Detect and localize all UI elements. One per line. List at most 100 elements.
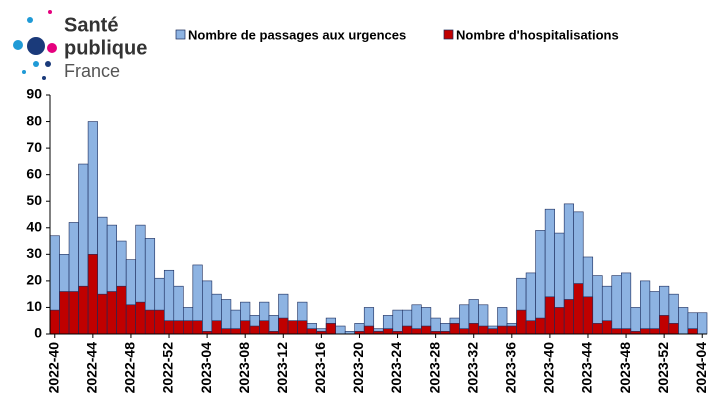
- logo-dot: [45, 61, 51, 67]
- x-tick-label: 2022-52: [160, 342, 176, 394]
- logo-dot: [47, 43, 57, 53]
- bar: [649, 291, 660, 335]
- bar: [535, 317, 546, 335]
- bar: [192, 320, 203, 335]
- bar: [211, 320, 222, 335]
- legend-swatch: [443, 29, 454, 40]
- bar: [183, 320, 194, 335]
- x-tick-label: 2023-24: [388, 342, 404, 394]
- x-tick-label: 2023-32: [464, 342, 480, 394]
- bar: [402, 325, 413, 335]
- bar: [687, 328, 698, 335]
- x-tick-label: 2023-44: [579, 342, 595, 394]
- bar: [240, 320, 251, 335]
- bar: [640, 328, 651, 335]
- bar: [335, 325, 346, 335]
- bar: [516, 309, 527, 335]
- bar: [278, 317, 289, 335]
- bar: [421, 325, 432, 335]
- y-tick-label: 60: [26, 165, 42, 181]
- legend-swatch: [175, 29, 186, 40]
- bar: [125, 304, 136, 335]
- bar: [478, 325, 489, 335]
- y-tick-label: 90: [26, 86, 42, 102]
- y-tick-label: 80: [26, 112, 42, 128]
- y-tick-label: 30: [26, 245, 42, 261]
- bar: [259, 320, 270, 335]
- bar: [221, 328, 232, 335]
- logo-text: publique: [64, 37, 147, 59]
- x-tick-label: 2023-48: [617, 342, 633, 394]
- bar: [230, 328, 241, 335]
- x-tick-label: 2022-44: [84, 342, 100, 394]
- bar: [468, 323, 479, 335]
- bar: [97, 293, 108, 335]
- logo-dot: [42, 76, 46, 80]
- bar: [249, 325, 260, 335]
- logo-dot: [27, 37, 45, 55]
- bar: [306, 328, 317, 335]
- logo-dot: [27, 17, 33, 23]
- bar: [582, 296, 594, 335]
- x-tick-label: 2022-48: [122, 342, 138, 394]
- y-tick-label: 10: [26, 298, 42, 314]
- x-tick-label: 2023-28: [426, 342, 442, 394]
- y-tick-label: 0: [34, 325, 42, 341]
- bar: [87, 254, 98, 335]
- y-tick-label: 50: [26, 192, 42, 208]
- bar: [697, 312, 708, 335]
- bar: [173, 320, 184, 335]
- bar: [668, 323, 679, 335]
- logo: Santé publique France: [13, 10, 147, 81]
- bar: [392, 309, 403, 335]
- bar: [382, 328, 394, 335]
- bar: [144, 309, 156, 335]
- bar: [487, 328, 498, 335]
- bar: [287, 320, 298, 335]
- y-tick-label: 40: [26, 218, 42, 234]
- bar: [363, 325, 375, 335]
- bar: [525, 320, 536, 335]
- bar: [611, 328, 622, 335]
- bar: [116, 285, 127, 335]
- bar: [649, 328, 660, 335]
- bar: [78, 285, 89, 335]
- x-tick-label: 2022-40: [45, 342, 61, 394]
- bar: [411, 328, 422, 335]
- bar: [497, 325, 508, 335]
- x-tick-label: 2023-04: [198, 342, 214, 394]
- bar: [506, 325, 517, 335]
- x-tick-label: 2023-08: [236, 342, 252, 394]
- bar: [621, 272, 632, 335]
- bar: [449, 323, 460, 335]
- bar: [640, 280, 651, 335]
- bar: [592, 323, 603, 335]
- logo-dot: [48, 10, 52, 14]
- bar: [202, 280, 213, 335]
- bar: [135, 301, 146, 335]
- x-tick-label: 2024-04: [693, 342, 709, 394]
- bar: [68, 291, 79, 335]
- x-tick-label: 2023-20: [350, 342, 366, 394]
- bar: [106, 291, 117, 335]
- legend-label: Nombre de passages aux urgences: [188, 27, 406, 42]
- x-tick-label: 2023-16: [312, 342, 328, 394]
- bar: [459, 328, 470, 335]
- bar: [678, 307, 689, 335]
- bar: [297, 320, 308, 335]
- legend-label: Nombre d'hospitalisations: [456, 27, 619, 42]
- x-tick-label: 2023-36: [503, 342, 519, 394]
- logo-dot: [22, 70, 26, 74]
- bar: [154, 309, 165, 335]
- bar: [49, 309, 60, 335]
- bar: [544, 296, 555, 335]
- bar: [621, 328, 632, 335]
- bar: [59, 291, 70, 335]
- logo-dot: [13, 40, 23, 50]
- y-tick-label: 70: [26, 139, 42, 155]
- x-tick-label: 2023-12: [274, 342, 290, 394]
- bar: [554, 307, 565, 335]
- bar: [659, 315, 670, 335]
- bar: [163, 320, 175, 335]
